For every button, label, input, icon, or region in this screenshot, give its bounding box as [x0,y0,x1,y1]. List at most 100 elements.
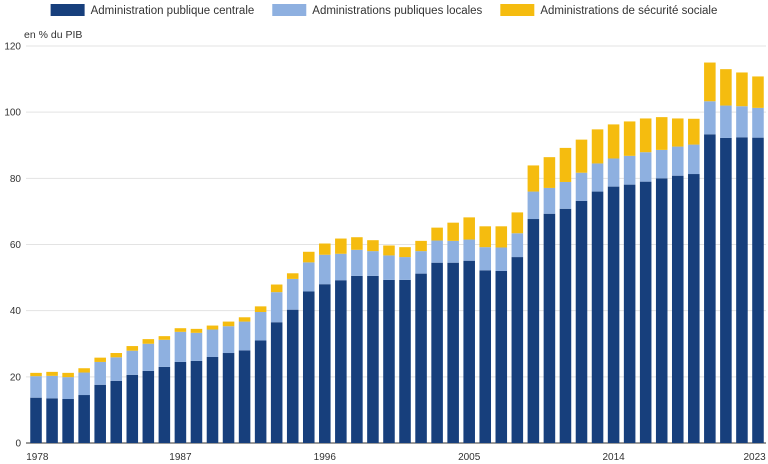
bar-2005-series-0 [463,260,475,443]
bar-2011-series-1 [559,181,572,209]
x-tick-label-2023: 2023 [744,452,767,463]
bar-1979-series-1 [46,375,58,399]
bar-2006-series-0 [479,270,492,443]
bar-group-2019 [688,118,700,443]
bar-group-1992 [254,306,267,443]
bar-group-2017 [655,117,668,444]
bar-1993-series-0 [270,322,283,443]
bar-1985-series-1 [142,343,155,371]
bar-group-1984 [126,346,139,443]
bar-1996-series-2 [319,243,331,255]
bar-2002-series-2 [415,240,427,252]
bar-2007-series-0 [495,270,508,443]
bar-1980-series-2 [62,372,74,378]
bar-group-2005 [463,217,475,443]
bar-2012-series-0 [575,200,588,443]
bar-2000-series-0 [383,279,395,443]
bar-1997-series-1 [335,253,347,281]
bar-2005-series-2 [463,217,475,240]
bar-2001-series-1 [399,257,411,280]
bar-group-2021 [720,69,732,443]
bar-1986-series-0 [158,366,171,443]
bar-group-2002 [415,240,427,443]
bar-2022-series-2 [736,72,748,107]
bar-1985-series-2 [142,339,155,344]
bar-1982-series-0 [94,384,106,443]
bar-2005-series-1 [463,239,475,261]
bar-2023-series-1 [752,107,764,138]
bar-1997-series-2 [335,238,347,254]
bar-2003-series-0 [431,262,443,443]
bar-1993-series-2 [270,284,283,293]
y-tick-label-80: 80 [10,174,22,185]
bar-2004-series-2 [447,222,459,241]
bar-2004-series-0 [447,262,459,443]
bar-2019-series-2 [688,118,700,145]
x-tick-label-1978: 1978 [26,452,49,463]
bar-2007-series-2 [495,226,508,248]
bar-group-1979 [46,371,58,443]
bar-1998-series-1 [351,249,363,276]
bar-1998-series-0 [351,275,363,443]
bar-2017-series-1 [655,149,668,179]
bar-group-1982 [94,357,106,443]
bar-1989-series-2 [206,325,219,330]
bar-1986-series-1 [158,339,171,367]
bar-2013-series-0 [591,191,604,443]
bar-group-1985 [142,339,155,443]
bar-1981-series-2 [78,368,90,373]
bar-group-2006 [479,226,492,443]
bar-1995-series-1 [302,262,315,292]
bar-1979-series-2 [46,371,58,376]
bar-1993-series-1 [270,292,283,323]
bar-2021-series-0 [720,137,732,443]
y-tick-label-20: 20 [10,372,22,383]
bar-group-2018 [671,118,684,444]
bar-2012-series-2 [575,139,588,173]
legend-label-0: Administration publique centrale [91,5,255,17]
bar-2016-series-1 [639,152,652,182]
bar-2013-series-2 [591,129,604,164]
y-tick-label-60: 60 [10,240,22,251]
bar-1992-series-1 [254,311,267,341]
y-tick-label-120: 120 [4,42,21,53]
bar-1983-series-1 [110,357,123,381]
bar-1987-series-2 [174,328,187,332]
bar-2008-series-0 [511,257,524,443]
bar-group-2000 [383,245,395,443]
bar-2003-series-2 [431,227,443,241]
bar-1983-series-2 [110,353,123,358]
bar-2023-series-2 [752,76,764,108]
bars [30,62,764,444]
bar-group-1999 [367,240,379,443]
bar-2010-series-2 [543,157,556,188]
bar-group-2016 [639,118,652,443]
bar-2009-series-0 [527,219,540,443]
legend-item-1: Administrations publiques locales [272,4,483,17]
bar-2022-series-1 [736,106,748,138]
bar-2018-series-0 [671,175,684,444]
bar-2018-series-1 [671,146,684,176]
bar-2016-series-2 [639,118,652,153]
y-tick-label-40: 40 [10,306,22,317]
bar-2022-series-0 [736,137,748,443]
bar-group-2023 [752,76,764,443]
bar-group-1994 [286,273,299,443]
bar-2019-series-1 [688,144,700,175]
bar-group-2010 [543,157,556,443]
bar-1982-series-1 [94,361,106,385]
bar-group-1983 [110,353,123,443]
bar-2015-series-1 [623,155,636,185]
bar-1991-series-1 [238,321,251,351]
bar-1981-series-1 [78,372,90,396]
bar-1983-series-0 [110,380,123,443]
legend: Administration publique centrale Administ… [50,4,717,17]
bar-group-2020 [704,62,716,443]
bar-1999-series-1 [367,251,379,276]
bar-1987-series-0 [174,361,187,443]
bar-1988-series-1 [190,332,203,361]
bar-group-2011 [559,147,572,443]
bar-group-1998 [351,237,363,443]
bar-2006-series-1 [479,247,492,271]
